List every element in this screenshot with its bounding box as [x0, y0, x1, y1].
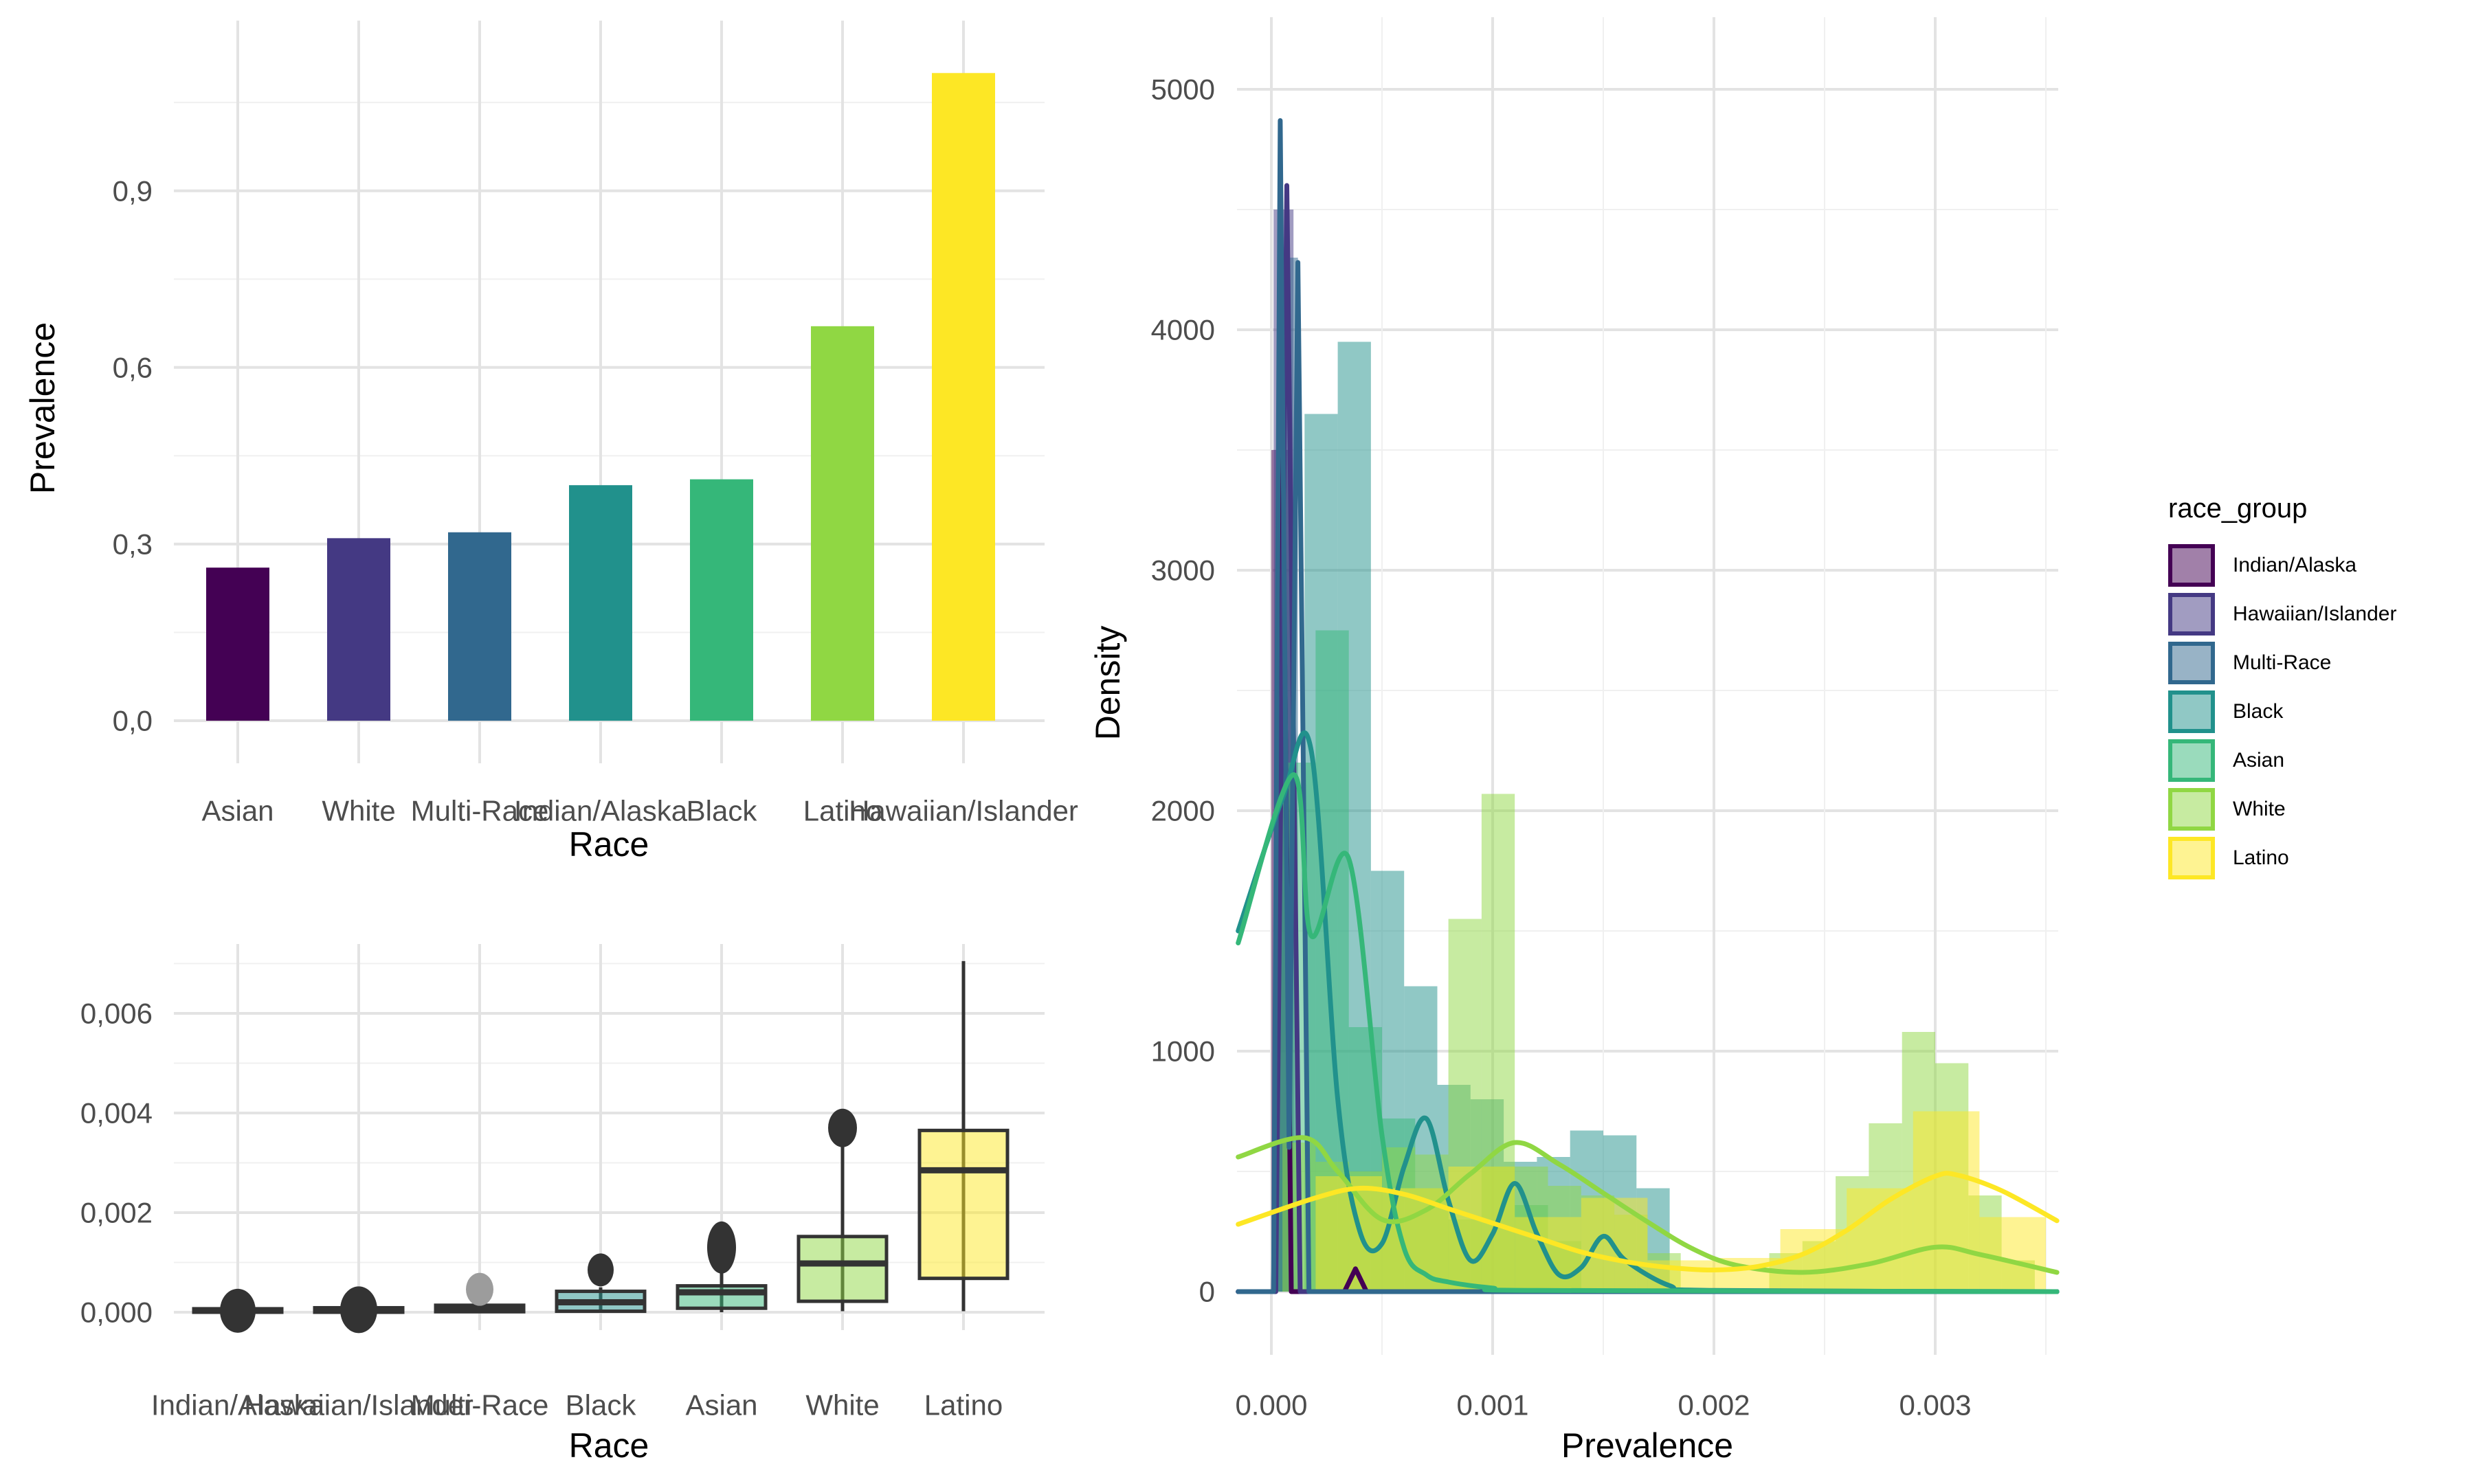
density-y-tick-label: 3000	[1151, 554, 1215, 587]
legend-swatch-asian	[2168, 739, 2215, 782]
density-y-axis-title: Density	[1089, 625, 1127, 741]
density-y-tick-label: 2000	[1151, 795, 1215, 827]
density-x-tick-label: 0.001	[1456, 1389, 1528, 1421]
outlier-Indian/Alaska	[220, 1288, 256, 1333]
legend-swatch-white	[2168, 787, 2215, 831]
box-y-tick-label: 0,002	[80, 1197, 153, 1229]
density-x-tick-label: 0.003	[1899, 1389, 1971, 1421]
bar-y-axis-title: Prevalence	[23, 322, 62, 495]
legend-item-label: Latino	[2233, 846, 2289, 869]
density-curve-White	[1236, 1135, 2060, 1275]
box-x-tick-label: Asian	[685, 1389, 757, 1421]
legend-item-label: White	[2233, 797, 2286, 820]
bar-y-tick-label: 0,0	[113, 705, 153, 737]
box-x-tick-label: Indian/Alaska	[151, 1389, 325, 1421]
bar-y-tick-label: 0,6	[113, 352, 153, 384]
box-x-tick-label: White	[805, 1389, 879, 1421]
density-x-tick-label: 0.000	[1235, 1389, 1307, 1421]
outlier-Asian	[707, 1221, 736, 1274]
box-x-tick-label: Multi-Race	[411, 1389, 549, 1421]
bar-x-tick-label: Hawaiian/Islander	[849, 795, 1078, 827]
box-White	[796, 1235, 889, 1303]
density-y-tick-label: 0	[1199, 1276, 1215, 1308]
box-chart-panel: 0,000 0,002 0,004 0,006 Indian/AlaskaHawaiia…	[80, 944, 1045, 1421]
bar-x-tick-label: Black	[687, 795, 758, 827]
legend-item: Hawaiian/Islander	[2168, 589, 2471, 638]
bar-Latino	[811, 326, 874, 721]
legend-title: race_group	[2168, 493, 2308, 524]
box-y-tick-label: 0,006	[80, 998, 153, 1030]
bar-Multi-Race	[448, 532, 511, 721]
outlier-Black	[588, 1253, 614, 1287]
legend-item-label: Asian	[2233, 748, 2285, 772]
bar-White	[327, 538, 390, 721]
bar-x-tick-label: Multi-Race	[411, 795, 549, 827]
legend-item-label: Indian/Alaska	[2233, 553, 2357, 576]
density-x-tick-label: 0.002	[1678, 1389, 1750, 1421]
legend-swatch-indian-alaska	[2168, 543, 2215, 587]
legend-swatch-black	[2168, 690, 2215, 733]
density-y-tick-label: 5000	[1151, 74, 1215, 106]
density-y-tick-label: 1000	[1151, 1035, 1215, 1068]
legend-item: Latino	[2168, 833, 2471, 882]
density-y-tick-label: 4000	[1151, 314, 1215, 346]
outlier-White	[828, 1108, 857, 1147]
outlier-Hawaiian/Islander	[340, 1286, 377, 1334]
hist-bar-Latino	[1913, 1111, 1980, 1292]
legend: race_group Indian/Alaska Hawaiian/Island…	[2168, 493, 2471, 882]
legend-item: Multi-Race	[2168, 638, 2471, 687]
box-x-tick-label: Black	[566, 1389, 637, 1421]
box-x-axis-title: Race	[568, 1426, 649, 1465]
bar-Indian/Alaska	[569, 485, 632, 721]
density-chart-panel: 0 1000 2000 3000 4000 5000 0.000 0.001 0.002 0.00…	[1151, 17, 2060, 1421]
bar-x-tick-label: Latino	[803, 795, 882, 827]
bar-y-tick-label: 0,3	[113, 528, 153, 561]
box-Latino	[917, 1128, 1010, 1281]
bar-chart-panel: 0,0 0,3 0,6 0,9 Asian White Multi-RaceIndian/A…	[113, 21, 1078, 827]
legend-swatch-multi-race	[2168, 641, 2215, 684]
bar-Black	[690, 479, 753, 721]
density-x-axis-title: Prevalence	[1561, 1426, 1734, 1465]
box-y-tick-label: 0,000	[80, 1296, 153, 1329]
density-curve-Asian	[1236, 772, 2060, 1294]
legend-item: Indian/Alaska	[2168, 541, 2471, 589]
legend-item: Asian	[2168, 736, 2471, 785]
legend-item: White	[2168, 785, 2471, 833]
density-curve-Latino	[1236, 1171, 2060, 1273]
box-y-tick-label: 0,004	[80, 1097, 153, 1129]
box-x-tick-label: Hawaiian/Islander	[244, 1389, 473, 1421]
bar-x-tick-label: Indian/Alaska	[514, 795, 688, 827]
bar-Hawaiian/Islander	[932, 73, 995, 721]
legend-swatch-latino	[2168, 836, 2215, 879]
box-x-tick-label: Latino	[924, 1389, 1003, 1421]
bar-x-axis-title: Race	[568, 825, 649, 864]
bar-Asian	[206, 567, 269, 721]
legend-item-label: Hawaiian/Islander	[2233, 602, 2397, 625]
bar-x-tick-label: White	[322, 795, 395, 827]
bar-x-tick-label: Asian	[201, 795, 274, 827]
density-curve-Multi-Race	[1236, 118, 2060, 1294]
legend-item-label: Black	[2233, 699, 2284, 723]
legend-swatch-hawaiian-islander	[2168, 592, 2215, 636]
outlier-Multi-Race	[466, 1272, 493, 1306]
legend-item-label: Multi-Race	[2233, 651, 2332, 674]
box-Asian	[676, 1284, 768, 1310]
legend-item: Black	[2168, 687, 2471, 736]
density-curve-Black	[1236, 730, 2060, 1294]
bar-y-tick-label: 0,9	[113, 175, 153, 207]
